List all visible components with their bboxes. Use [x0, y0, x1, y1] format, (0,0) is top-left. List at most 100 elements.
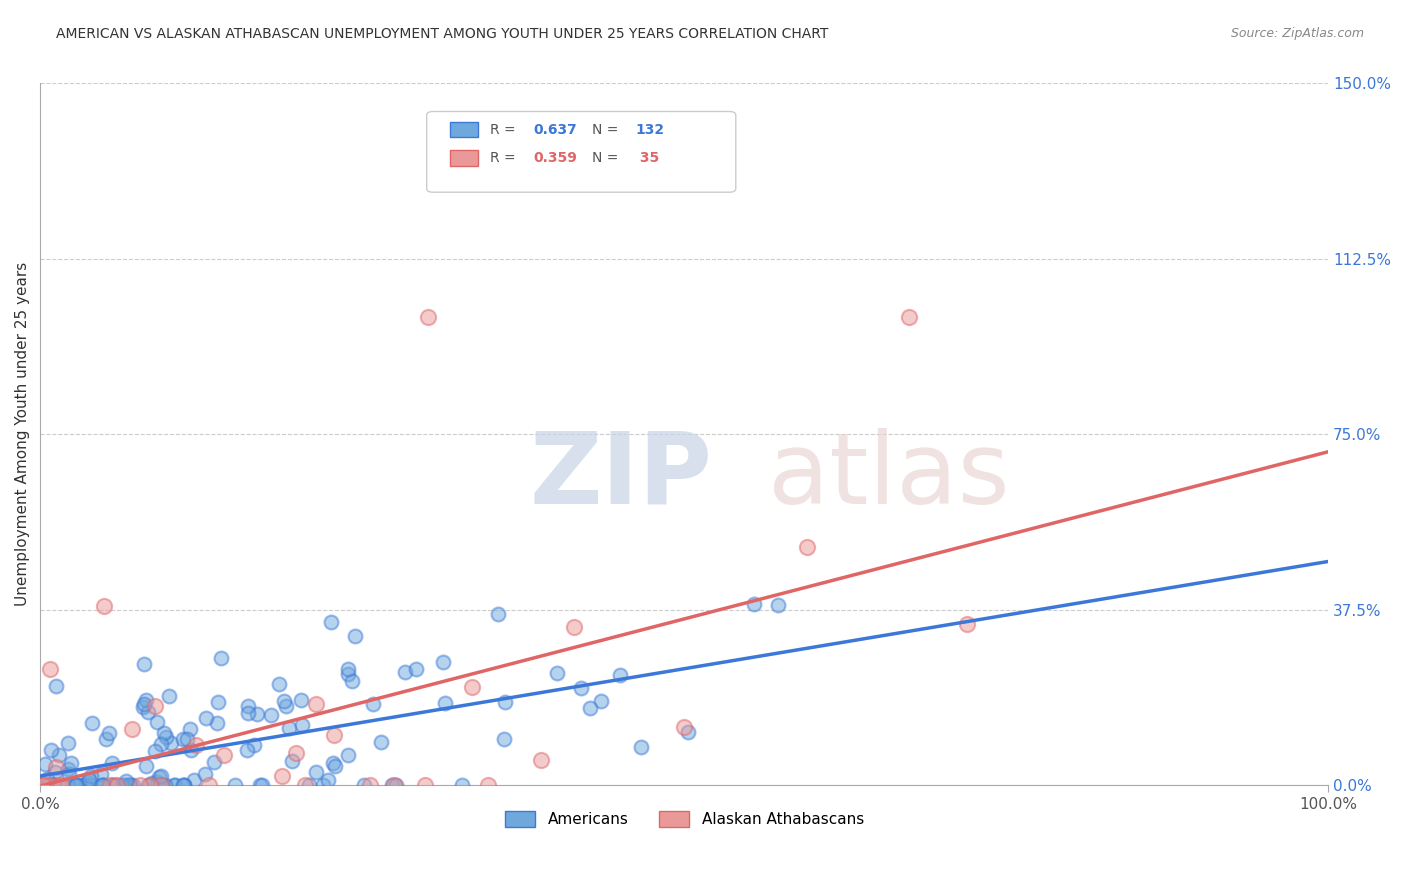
Point — [136, 706, 159, 720]
Point — [405, 662, 427, 676]
Point — [546, 666, 568, 681]
Text: ZIP: ZIP — [530, 428, 713, 524]
Point — [31, 778, 53, 792]
Point — [100, 756, 122, 770]
Point — [114, 773, 136, 788]
Point — [179, 722, 201, 736]
Point — [173, 778, 195, 792]
Point — [73, 778, 96, 792]
FancyBboxPatch shape — [450, 122, 478, 137]
Point — [249, 778, 271, 792]
Point — [132, 657, 155, 671]
Y-axis label: Unemployment Among Youth under 25 years: Unemployment Among Youth under 25 years — [15, 262, 30, 607]
Point — [150, 778, 173, 792]
Point — [31, 778, 53, 792]
Point — [305, 765, 328, 780]
Point — [184, 738, 207, 752]
Point — [145, 715, 167, 730]
Point — [35, 772, 58, 786]
Point — [91, 778, 114, 792]
Point — [337, 748, 360, 763]
Text: R =: R = — [489, 123, 520, 136]
Point — [197, 778, 219, 792]
Point — [209, 651, 232, 665]
Point — [155, 730, 177, 744]
Point — [956, 617, 979, 632]
Point — [149, 778, 172, 792]
Point — [312, 778, 335, 792]
Point — [148, 770, 170, 784]
Point — [56, 778, 79, 792]
Point — [163, 778, 186, 792]
Text: 132: 132 — [636, 123, 665, 136]
Point — [136, 778, 159, 792]
Point — [149, 769, 172, 783]
Point — [67, 778, 90, 792]
Point — [291, 718, 314, 732]
Point — [277, 721, 299, 735]
Point — [361, 697, 384, 711]
Point — [65, 778, 87, 792]
Point — [322, 756, 344, 770]
Text: 35: 35 — [636, 151, 659, 165]
Legend: Americans, Alaskan Athabascans: Americans, Alaskan Athabascans — [499, 805, 870, 834]
Point — [45, 760, 67, 774]
Point — [273, 694, 295, 708]
Point — [80, 768, 103, 782]
Point — [149, 778, 172, 792]
Point — [38, 778, 60, 792]
Point — [796, 540, 818, 554]
Point — [562, 620, 585, 634]
Text: N =: N = — [592, 123, 623, 136]
Point — [103, 778, 125, 792]
Point — [65, 778, 87, 792]
Point — [34, 756, 56, 771]
Point — [49, 778, 72, 792]
Point — [56, 778, 79, 792]
Point — [157, 689, 180, 703]
Point — [433, 696, 456, 710]
Point — [111, 778, 134, 792]
Point — [141, 776, 163, 790]
Point — [121, 722, 143, 736]
Point — [79, 772, 101, 787]
Point — [766, 599, 789, 613]
Point — [323, 759, 346, 773]
Point — [80, 778, 103, 792]
Point — [243, 738, 266, 752]
Point — [31, 778, 53, 792]
Point — [224, 778, 246, 792]
Point — [48, 748, 70, 763]
Point — [94, 731, 117, 746]
Point — [114, 778, 136, 792]
Point — [630, 739, 652, 754]
Point — [39, 778, 62, 792]
Point — [105, 778, 128, 792]
Point — [42, 778, 65, 792]
Point — [132, 700, 155, 714]
Point — [135, 758, 157, 772]
Point — [30, 778, 52, 792]
Point — [76, 774, 98, 789]
Point — [274, 698, 297, 713]
Point — [609, 667, 631, 681]
Point — [416, 310, 439, 325]
Point — [128, 778, 150, 792]
Point — [120, 778, 142, 792]
Point — [281, 754, 304, 768]
Point — [149, 737, 172, 751]
Point — [117, 778, 139, 792]
Point — [259, 707, 281, 722]
Point — [183, 773, 205, 788]
Point — [385, 778, 408, 792]
Text: R =: R = — [489, 151, 520, 165]
Point — [202, 755, 225, 769]
Point — [252, 778, 274, 792]
Point — [676, 725, 699, 739]
Point — [207, 715, 229, 730]
Point — [413, 778, 436, 792]
Point — [530, 753, 553, 767]
Point — [98, 725, 121, 739]
Point — [38, 661, 60, 675]
Point — [494, 695, 516, 709]
